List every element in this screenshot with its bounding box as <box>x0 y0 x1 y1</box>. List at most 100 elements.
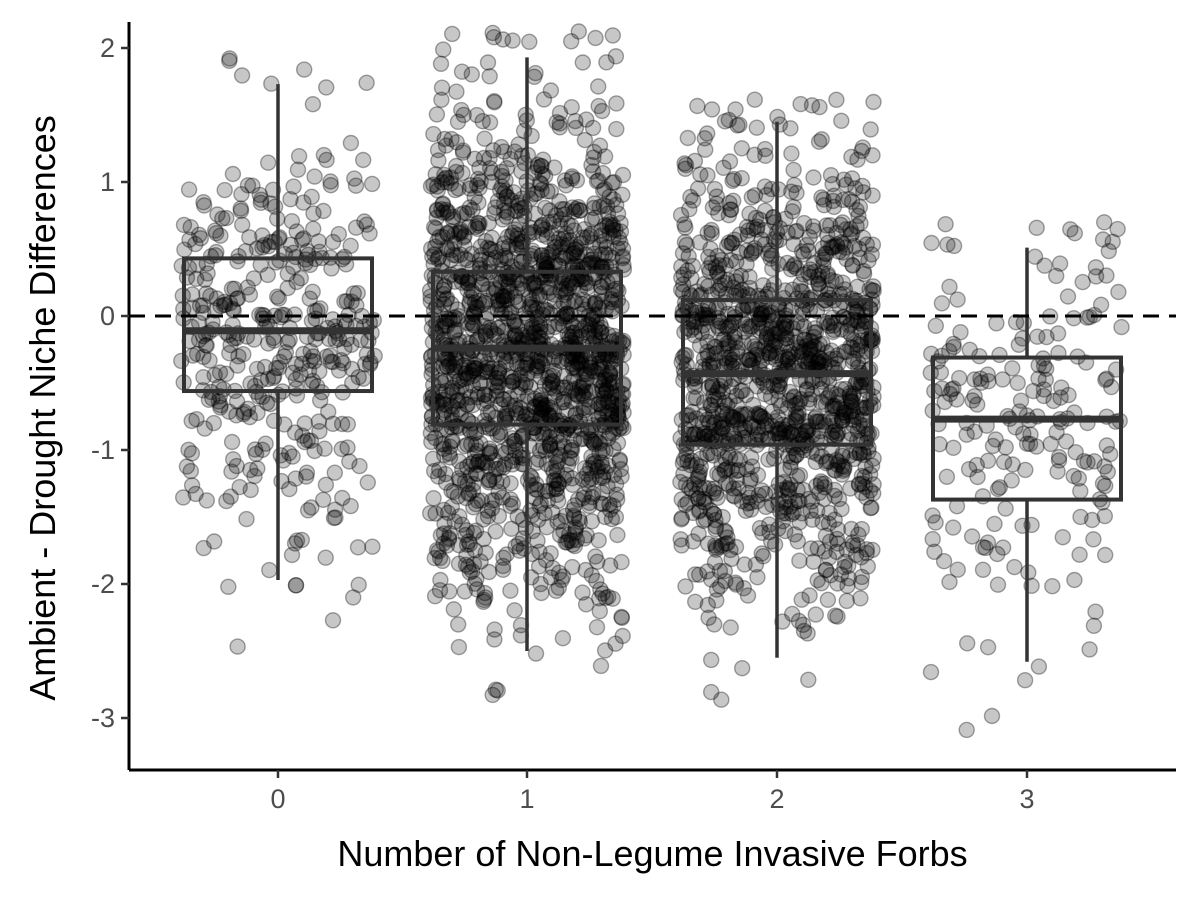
data-point <box>305 220 322 238</box>
data-point <box>515 281 532 298</box>
data-point <box>495 391 513 408</box>
data-point <box>1066 571 1083 589</box>
data-point <box>805 328 822 346</box>
data-point <box>252 194 269 212</box>
data-point <box>554 568 572 585</box>
data-point <box>586 295 604 312</box>
data-point <box>562 374 579 391</box>
data-point <box>500 276 517 293</box>
data-point <box>223 280 241 297</box>
data-point <box>187 485 204 503</box>
data-point <box>592 372 609 389</box>
data-point <box>477 327 495 345</box>
data-point <box>1075 453 1093 470</box>
data-point <box>497 249 514 267</box>
data-point <box>277 344 295 361</box>
data-point <box>566 537 583 555</box>
data-point <box>805 553 822 570</box>
data-point <box>325 509 343 527</box>
data-point <box>949 291 966 308</box>
data-point <box>309 302 326 319</box>
data-point <box>534 151 552 168</box>
data-point <box>290 147 308 165</box>
data-point <box>428 106 446 123</box>
data-point <box>526 398 543 416</box>
data-point <box>230 348 247 365</box>
data-point <box>533 247 550 264</box>
data-point <box>543 460 560 477</box>
y-tick-label: 2 <box>100 33 115 63</box>
data-point <box>591 590 608 607</box>
data-point <box>544 372 561 390</box>
data-point <box>348 297 365 314</box>
data-point <box>287 355 304 373</box>
data-point <box>830 453 848 471</box>
data-point <box>302 432 320 449</box>
data-point <box>553 353 570 370</box>
data-point <box>480 280 497 298</box>
data-point <box>461 180 479 197</box>
data-point <box>245 270 263 287</box>
data-point <box>785 161 802 179</box>
data-point <box>600 588 617 606</box>
data-point <box>475 591 493 609</box>
data-point <box>604 590 621 607</box>
data-point <box>605 173 623 191</box>
data-point <box>1037 360 1055 377</box>
data-point <box>571 328 588 346</box>
data-point <box>594 484 611 501</box>
data-point <box>1060 386 1077 404</box>
data-point <box>590 371 608 389</box>
data-point <box>820 549 838 566</box>
data-point <box>302 352 319 369</box>
data-point <box>180 181 198 198</box>
data-point <box>489 319 507 336</box>
data-point <box>568 200 585 218</box>
data-point <box>498 405 515 422</box>
data-point <box>426 588 444 605</box>
data-point <box>546 388 563 405</box>
data-point <box>228 407 245 424</box>
data-point <box>441 449 459 466</box>
data-point <box>602 354 619 371</box>
data-point <box>565 370 583 387</box>
data-point <box>485 29 503 46</box>
data-point <box>598 54 615 71</box>
data-point <box>534 426 551 443</box>
data-point <box>299 432 316 449</box>
data-point <box>350 576 367 593</box>
data-point <box>1049 325 1067 342</box>
data-point <box>530 558 548 575</box>
data-point <box>490 483 507 501</box>
data-point <box>582 359 599 376</box>
data-point <box>447 181 464 199</box>
data-point <box>423 433 440 451</box>
data-point <box>435 435 452 453</box>
data-point <box>596 232 613 250</box>
data-point <box>597 245 614 263</box>
data-point <box>192 230 210 247</box>
data-point <box>323 260 340 277</box>
y-axis-title: Ambient - Drought Niche Differences <box>22 115 63 701</box>
jitter-points <box>173 23 1130 739</box>
data-point <box>333 352 350 369</box>
data-point <box>333 415 351 433</box>
data-point <box>433 174 451 191</box>
data-point <box>832 400 850 417</box>
data-point <box>246 441 264 458</box>
data-point <box>1070 470 1088 487</box>
data-point <box>536 505 553 522</box>
data-point <box>538 323 555 340</box>
data-point <box>799 625 816 642</box>
data-point <box>212 397 229 414</box>
data-point <box>546 318 563 336</box>
data-point <box>679 129 696 147</box>
data-point <box>424 248 441 265</box>
data-point <box>602 365 619 383</box>
data-point <box>433 200 450 218</box>
data-point <box>292 366 309 383</box>
data-point <box>486 631 503 648</box>
data-point <box>719 460 736 477</box>
data-point <box>609 205 627 222</box>
data-point <box>545 463 562 481</box>
